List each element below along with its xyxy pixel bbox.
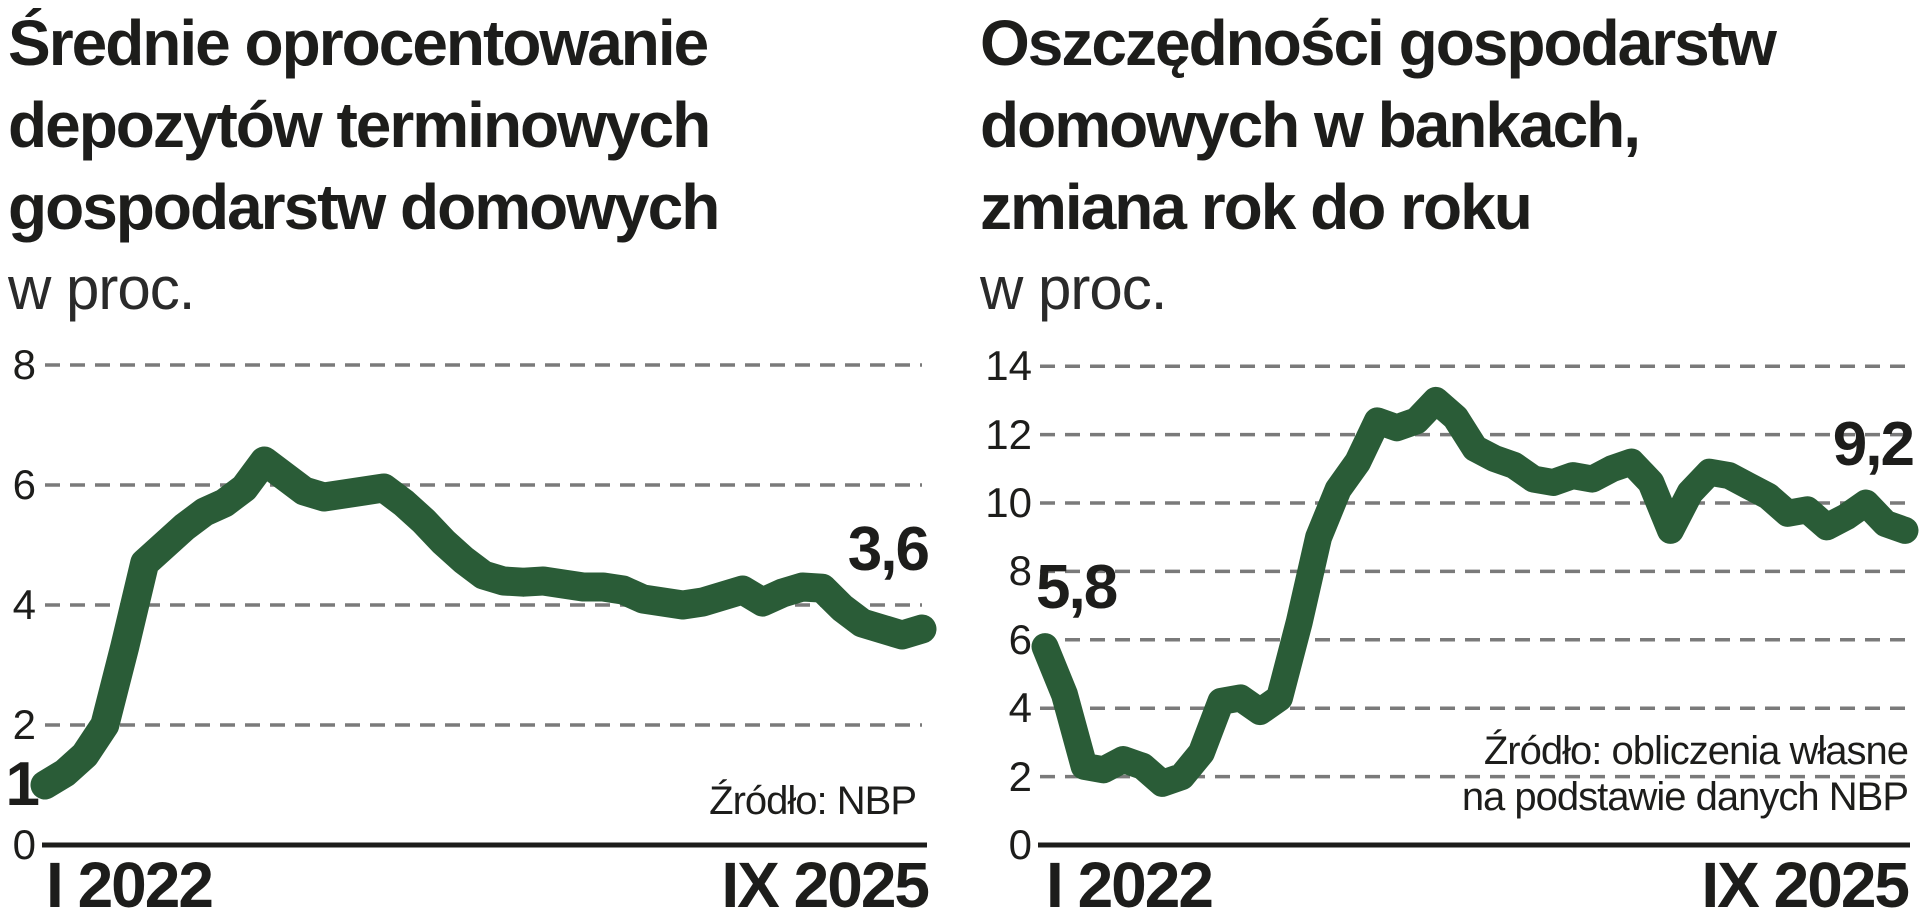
- right-chart-y-tick-14: 14: [985, 342, 1032, 390]
- right-chart-y-tick-4: 4: [1008, 684, 1032, 732]
- left-chart-start-value-label: 1: [5, 750, 40, 819]
- right-chart-unit-label: w proc.: [980, 255, 1167, 322]
- left-chart-y-tick-8: 8: [12, 341, 36, 388]
- left-chart-unit-label: w proc.: [8, 255, 195, 322]
- right-chart-start-value-label: 5,8: [1036, 553, 1118, 622]
- right-chart-source: Źródło: obliczenia własne na podstawie d…: [1461, 729, 1909, 819]
- right-chart-end-value-label: 9,2: [1832, 410, 1915, 479]
- left-chart-y-tick-0: 0: [12, 821, 36, 868]
- right-chart-x-end-label: IX 2025: [1701, 849, 1910, 921]
- left-chart-y-tick-4: 4: [12, 581, 36, 628]
- right-chart-data-line: [1031, 386, 1919, 797]
- right-chart-title: Oszczędności gospodarstw domowych w bank…: [980, 7, 1777, 243]
- left-chart-end-value-label: 3,6: [847, 515, 930, 584]
- right-chart-y-tick-12: 12: [985, 410, 1032, 458]
- left-chart-x-end-label: IX 2025: [721, 849, 930, 921]
- right-chart-y-tick-10: 10: [985, 479, 1032, 526]
- right-chart-y-tick-0: 0: [1008, 821, 1032, 868]
- right-chart-y-tick-6: 6: [1008, 615, 1032, 663]
- right-chart-y-tick-2: 2: [1008, 752, 1032, 800]
- left-chart-y-tick-6: 6: [12, 461, 36, 508]
- left-chart-source: Źródło: NBP: [709, 779, 917, 823]
- right-chart-x-start-label: I 2022: [1046, 849, 1214, 921]
- left-chart-title: Średnie oprocentowanie depozytów termino…: [8, 7, 720, 243]
- right-chart-y-tick-8: 8: [1008, 547, 1032, 595]
- left-chart-x-start-label: I 2022: [46, 849, 214, 921]
- left-chart-data-line: [30, 446, 937, 800]
- left-chart-y-tick-2: 2: [12, 701, 36, 748]
